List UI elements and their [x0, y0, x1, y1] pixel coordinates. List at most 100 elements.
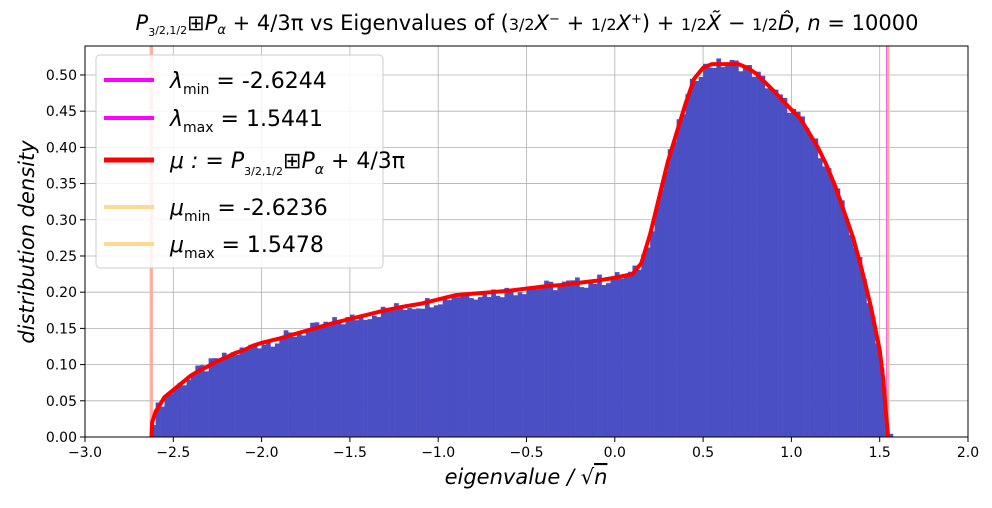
- histogram-bar: [636, 269, 642, 437]
- histogram-bar: [773, 89, 779, 437]
- histogram-bar: [173, 388, 179, 437]
- histogram-bar: [239, 347, 245, 437]
- histogram-bar: [199, 365, 205, 437]
- histogram-bar: [182, 385, 187, 437]
- histogram-bar: [345, 316, 351, 437]
- histogram-bar: [804, 127, 810, 437]
- y-ticks: 0.00 0.05 0.10 0.15 0.20 0.25 0.30 0.35 0.40 0.45…: [46, 68, 85, 446]
- histogram-bar: [168, 393, 174, 437]
- histogram-bar: [544, 280, 549, 437]
- legend-label: μmax = 1.5478: [169, 233, 324, 262]
- y-tick-label: 0.30: [46, 213, 77, 229]
- histogram-bar: [221, 352, 227, 437]
- histogram-bar: [641, 254, 647, 437]
- histogram-bar: [398, 307, 404, 437]
- chart-title: P3/2,1/2⊞Pα + 4/3π vs Eigenvalues of (3/…: [136, 10, 919, 39]
- histogram-bar: [522, 294, 527, 437]
- y-tick-label: 0.40: [46, 140, 77, 156]
- histogram-bar: [588, 281, 594, 437]
- histogram-bar: [676, 119, 682, 437]
- histogram-bar: [605, 283, 611, 437]
- histogram-bar: [469, 298, 474, 437]
- histogram-bar: [658, 189, 664, 437]
- histogram-bar: [274, 343, 280, 437]
- histogram-bar: [756, 71, 761, 437]
- histogram-bar: [848, 234, 854, 437]
- histogram-bar: [786, 112, 792, 437]
- histogram-bar: [402, 309, 408, 437]
- histogram-bar: [725, 64, 730, 438]
- x-tick-label: −1.5: [333, 445, 367, 461]
- histogram-bar: [831, 181, 836, 437]
- histogram-bar: [835, 188, 841, 437]
- histogram-bar: [720, 67, 726, 438]
- histogram-bar: [186, 379, 192, 437]
- histogram-bar: [160, 406, 165, 437]
- histogram-bar: [526, 289, 532, 437]
- histogram-bar: [579, 287, 585, 437]
- histogram-bar: [566, 280, 571, 437]
- histogram-bar: [252, 346, 258, 437]
- histogram-bar: [164, 394, 170, 437]
- histogram-bar: [473, 299, 479, 437]
- y-tick-label: 0.20: [46, 285, 77, 301]
- histogram-bars: [151, 58, 894, 438]
- histogram-bar: [332, 317, 337, 437]
- histogram-bar: [407, 308, 413, 437]
- histogram-bar: [438, 304, 443, 437]
- histogram-bar: [570, 280, 576, 437]
- histogram-bar: [349, 314, 355, 437]
- histogram-bar: [619, 278, 624, 437]
- histogram-bar: [707, 67, 713, 437]
- histogram-bar: [327, 322, 333, 437]
- histogram-bar: [301, 335, 307, 437]
- histogram-bar: [817, 158, 823, 438]
- histogram-bar: [208, 358, 214, 437]
- y-axis-label: distribution density: [15, 140, 39, 344]
- histogram-bar: [778, 94, 783, 438]
- x-tick-label: −2.0: [245, 445, 279, 461]
- histogram-bar: [424, 298, 430, 437]
- legend-label: λmin = -2.6244: [169, 69, 327, 98]
- histogram-bar: [270, 346, 276, 437]
- x-tick-label: 0.5: [692, 445, 714, 461]
- histogram-bar: [800, 116, 805, 437]
- histogram-bar: [155, 402, 161, 437]
- histogram-bar: [376, 316, 382, 437]
- histogram-bar: [442, 296, 448, 437]
- histogram-bar: [548, 281, 554, 437]
- histogram-bar: [447, 300, 452, 437]
- histogram-bar: [711, 67, 717, 438]
- y-tick-label: 0.00: [46, 430, 77, 446]
- histogram-bar: [530, 287, 536, 437]
- histogram-bar: [341, 324, 346, 437]
- histogram-bar: [394, 303, 399, 437]
- x-tick-label: −1.0: [421, 445, 455, 461]
- histogram-bar: [535, 289, 541, 437]
- histogram-bar: [204, 371, 209, 437]
- y-tick-label: 0.15: [46, 321, 77, 337]
- histogram-bar: [764, 88, 770, 438]
- histogram-bar: [703, 63, 708, 437]
- histogram-bar: [389, 310, 395, 437]
- histogram-bar: [601, 285, 607, 437]
- histogram-bar: [292, 336, 298, 437]
- x-tick-label: 2.0: [957, 445, 979, 461]
- histogram-bar: [839, 200, 845, 437]
- histogram-bar: [654, 207, 660, 437]
- histogram-bar: [614, 272, 620, 437]
- histogram-bar: [248, 344, 254, 437]
- y-tick-label: 0.05: [46, 394, 77, 410]
- histogram-bar: [367, 319, 373, 437]
- histogram-bar: [866, 303, 872, 437]
- legend-label: μ : = P3/2,1/2⊞Pα + 4/3π: [169, 149, 405, 178]
- histogram-bar: [354, 320, 360, 437]
- x-tick-label: −3.0: [68, 445, 102, 461]
- histogram-bar: [508, 291, 514, 437]
- histogram-bar: [667, 149, 673, 438]
- histogram-bar: [857, 256, 863, 437]
- y-tick-label: 0.35: [46, 177, 77, 193]
- histogram-bar: [879, 368, 885, 437]
- histogram-bar: [552, 290, 558, 437]
